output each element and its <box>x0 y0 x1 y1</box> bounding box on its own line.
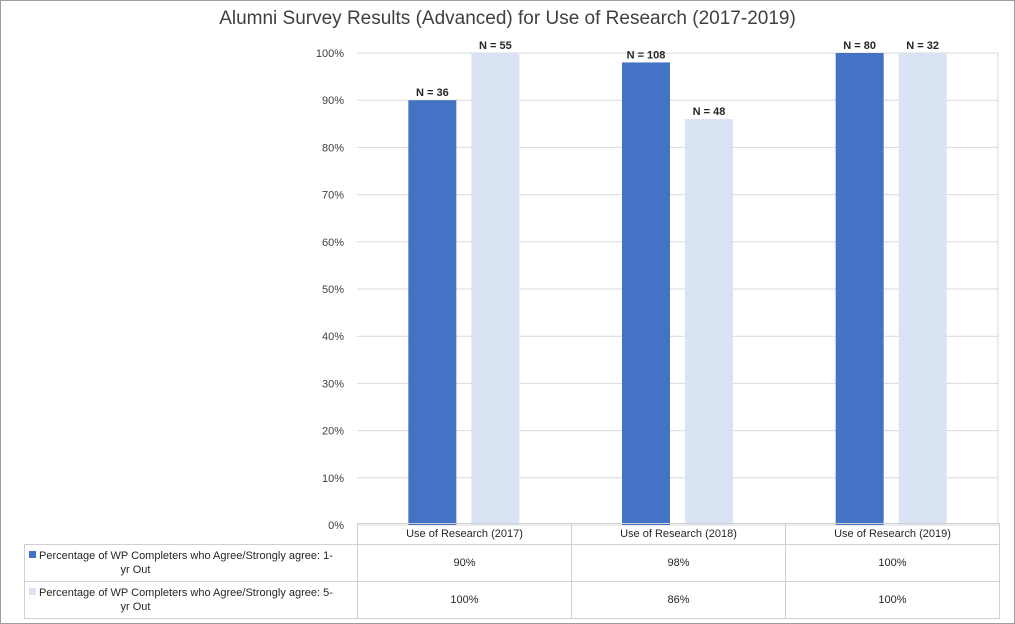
y-tick-label: 80% <box>322 142 344 154</box>
table-cell-value: 98% <box>571 544 786 582</box>
legend-swatch-1yr <box>29 551 36 558</box>
table-cell-value: 86% <box>571 581 786 619</box>
y-tick-label: 30% <box>322 378 344 390</box>
y-tick-label: 10% <box>322 473 344 485</box>
data-table-header-row: Use of Research (2017) Use of Research (… <box>24 523 1000 545</box>
bar <box>898 53 947 525</box>
data-table-corner <box>24 523 358 545</box>
series-name-line1: Percentage of WP Completers who Agree/St… <box>39 587 333 599</box>
y-tick-label: 60% <box>322 237 344 249</box>
bar <box>471 53 520 525</box>
series-row-header: Percentage of WP Completers who Agree/St… <box>24 581 358 619</box>
y-tick-label: 20% <box>322 426 344 438</box>
data-table: Use of Research (2017) Use of Research (… <box>24 523 1000 619</box>
series-name-line2: yr Out <box>120 601 151 613</box>
data-table-row: Percentage of WP Completers who Agree/St… <box>24 581 1000 619</box>
table-cell-value: 90% <box>357 544 572 582</box>
legend-swatch-5yr <box>29 588 36 595</box>
y-tick-label: 100% <box>316 48 344 60</box>
chart-title: Alumni Survey Results (Advanced) for Use… <box>219 8 796 29</box>
bar <box>408 100 457 525</box>
bar-n-label: N = 48 <box>693 106 726 118</box>
bar-n-label: N = 80 <box>843 40 876 52</box>
series-row-header: Percentage of WP Completers who Agree/St… <box>24 544 358 582</box>
bar-n-label: N = 55 <box>479 40 512 52</box>
y-tick-label: 90% <box>322 95 344 107</box>
y-tick-label: 70% <box>322 190 344 202</box>
bar <box>685 119 733 525</box>
bar <box>835 53 884 525</box>
bar-n-label: N = 36 <box>416 87 449 99</box>
category-header: Use of Research (2017) <box>357 523 572 545</box>
y-tick-label: 50% <box>322 284 344 296</box>
table-cell-value: 100% <box>357 581 572 619</box>
series-name-line2: yr Out <box>120 564 151 576</box>
bar-n-label: N = 108 <box>627 49 666 61</box>
bar-n-label: N = 32 <box>906 40 939 52</box>
table-cell-value: 100% <box>785 581 1000 619</box>
table-cell-value: 100% <box>785 544 1000 582</box>
series-name-line1: Percentage of WP Completers who Agree/St… <box>39 550 333 562</box>
y-tick-label: 40% <box>322 331 344 343</box>
category-header: Use of Research (2019) <box>785 523 1000 545</box>
category-header: Use of Research (2018) <box>571 523 786 545</box>
bar <box>622 62 670 525</box>
data-table-row: Percentage of WP Completers who Agree/St… <box>24 544 1000 582</box>
